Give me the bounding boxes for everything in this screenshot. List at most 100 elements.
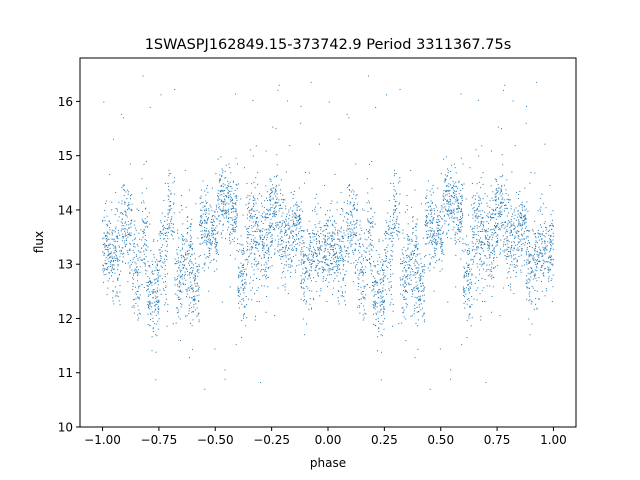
data-point bbox=[128, 234, 130, 236]
data-point bbox=[188, 357, 190, 359]
data-point bbox=[434, 248, 436, 250]
data-point bbox=[256, 210, 258, 212]
data-point bbox=[174, 88, 176, 90]
data-point bbox=[534, 248, 536, 250]
data-point bbox=[374, 291, 376, 293]
data-point bbox=[361, 270, 363, 272]
data-point bbox=[280, 189, 282, 191]
data-point bbox=[466, 235, 468, 237]
data-point bbox=[379, 256, 381, 258]
data-point bbox=[534, 220, 536, 222]
data-point bbox=[477, 217, 479, 219]
data-point bbox=[543, 249, 545, 251]
data-point bbox=[525, 218, 527, 220]
data-point bbox=[503, 199, 505, 201]
data-point bbox=[494, 227, 496, 229]
data-point bbox=[494, 196, 496, 198]
data-point bbox=[533, 257, 535, 259]
data-point bbox=[412, 254, 414, 256]
data-point bbox=[506, 215, 508, 217]
data-point bbox=[510, 246, 512, 248]
data-point bbox=[179, 285, 181, 287]
data-point bbox=[110, 270, 112, 272]
data-point bbox=[463, 292, 465, 294]
data-point bbox=[527, 272, 529, 274]
data-point bbox=[375, 305, 377, 307]
data-point bbox=[414, 249, 416, 251]
data-point bbox=[317, 262, 319, 264]
data-point bbox=[229, 239, 231, 241]
data-point bbox=[383, 301, 385, 303]
data-point bbox=[238, 292, 240, 294]
data-point bbox=[135, 255, 137, 257]
data-point bbox=[270, 256, 272, 258]
data-point bbox=[524, 217, 526, 219]
data-point bbox=[241, 264, 243, 266]
data-point bbox=[341, 237, 343, 239]
data-point bbox=[251, 216, 253, 218]
data-point bbox=[131, 261, 133, 263]
data-point bbox=[284, 232, 285, 234]
data-point bbox=[538, 257, 540, 259]
data-point bbox=[337, 265, 339, 267]
data-point bbox=[239, 301, 241, 303]
data-point bbox=[229, 199, 231, 201]
data-point bbox=[312, 233, 314, 235]
data-point bbox=[473, 227, 475, 229]
data-point bbox=[479, 252, 481, 254]
data-point bbox=[415, 223, 417, 225]
data-point bbox=[164, 215, 166, 217]
data-point bbox=[496, 188, 498, 190]
data-point bbox=[157, 301, 159, 303]
data-point bbox=[183, 238, 185, 240]
data-point bbox=[138, 232, 140, 234]
data-point bbox=[474, 220, 476, 222]
data-point bbox=[193, 298, 195, 300]
data-point bbox=[170, 230, 172, 232]
data-point bbox=[290, 191, 292, 193]
data-point bbox=[549, 241, 551, 243]
data-point bbox=[430, 235, 432, 237]
data-point bbox=[188, 289, 190, 291]
data-point bbox=[375, 319, 377, 321]
data-point bbox=[250, 234, 252, 236]
data-point bbox=[481, 217, 483, 219]
data-point bbox=[383, 309, 385, 311]
data-point bbox=[422, 295, 424, 297]
data-point bbox=[284, 250, 286, 252]
data-point bbox=[368, 200, 370, 202]
data-point bbox=[274, 191, 276, 193]
data-point bbox=[497, 223, 499, 225]
data-point bbox=[441, 204, 443, 206]
data-point bbox=[479, 263, 481, 265]
data-point bbox=[176, 270, 178, 272]
data-point bbox=[440, 239, 442, 241]
data-point bbox=[362, 259, 364, 261]
data-point bbox=[214, 210, 216, 212]
data-point bbox=[142, 210, 144, 212]
data-point bbox=[417, 348, 419, 350]
data-point bbox=[501, 184, 503, 186]
data-point bbox=[409, 264, 411, 266]
data-point bbox=[347, 225, 349, 227]
data-point bbox=[301, 210, 303, 212]
data-point bbox=[329, 274, 331, 276]
data-point bbox=[347, 261, 349, 263]
data-point bbox=[429, 253, 431, 255]
data-point bbox=[272, 228, 274, 230]
data-point bbox=[395, 173, 397, 175]
data-point bbox=[158, 275, 160, 277]
data-point bbox=[380, 308, 382, 310]
data-point bbox=[208, 217, 209, 219]
data-point bbox=[349, 242, 351, 244]
data-point bbox=[408, 283, 410, 285]
data-point bbox=[419, 299, 421, 301]
data-point bbox=[182, 267, 184, 269]
data-point bbox=[248, 256, 250, 258]
data-point bbox=[243, 306, 245, 308]
data-point bbox=[264, 270, 266, 272]
data-point bbox=[490, 185, 492, 187]
data-point bbox=[479, 257, 481, 259]
data-point bbox=[431, 240, 433, 242]
data-point bbox=[315, 243, 317, 245]
